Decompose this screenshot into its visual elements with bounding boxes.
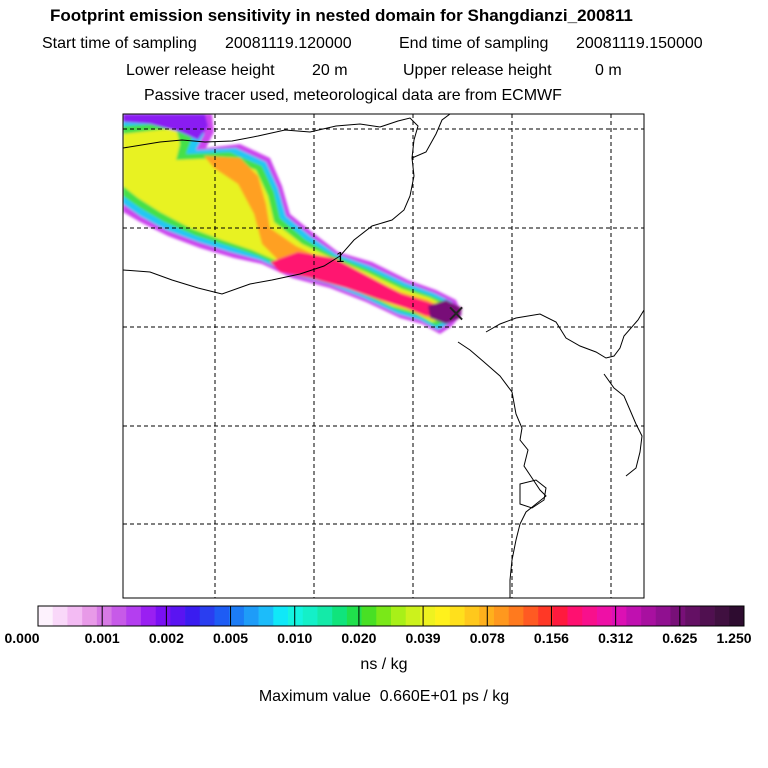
coastlines [123, 114, 644, 598]
colorbar-swatch [361, 606, 377, 626]
colorbar-swatch [449, 606, 465, 626]
data-source-note: Passive tracer used, meteorological data… [144, 87, 562, 104]
colorbar-tick-label: 0.010 [277, 630, 313, 646]
colorbar-swatch [391, 606, 407, 626]
colorbar-tick-label: 0.001 [84, 630, 120, 646]
colorbar-swatch [332, 606, 348, 626]
colorbar-swatch [670, 606, 686, 626]
colorbar-swatch [317, 606, 333, 626]
colorbar-swatch [111, 606, 127, 626]
colorbar-swatch [170, 606, 186, 626]
colorbar-swatch [479, 606, 495, 626]
colorbar-swatch [273, 606, 289, 626]
colorbar-swatch [199, 606, 215, 626]
colorbar-swatch [258, 606, 274, 626]
colorbar-tick-label: 0.020 [341, 630, 377, 646]
colorbar-swatch [140, 606, 156, 626]
colorbar-swatch [655, 606, 671, 626]
colorbar-swatch [508, 606, 524, 626]
upper-release-value: 0 m [595, 62, 622, 79]
colorbar-swatch [538, 606, 554, 626]
colorbar-swatch [582, 606, 598, 626]
upper-release-label: Upper release height [403, 62, 552, 79]
colorbar-swatch [52, 606, 68, 626]
end-time-label: End time of sampling [399, 35, 549, 52]
colorbar-swatch [155, 606, 171, 626]
colorbar-tick-label: 0.000 [4, 630, 40, 646]
colorbar-swatch [229, 606, 245, 626]
lower-release-label: Lower release height [126, 62, 275, 79]
colorbar-swatch [67, 606, 83, 626]
plume-purple-tip [123, 114, 208, 140]
colorbar-swatch [243, 606, 259, 626]
colorbar-swatch [567, 606, 583, 626]
colorbar-swatch [552, 606, 568, 626]
colorbar-swatch [714, 606, 730, 626]
colorbar-swatch [420, 606, 436, 626]
colorbar-swatch [699, 606, 715, 626]
colorbar [38, 606, 745, 626]
colorbar-swatch [288, 606, 304, 626]
colorbar-tick-label: 0.002 [148, 630, 184, 646]
maximum-value-number: 0.660E+01 ps / kg [379, 688, 510, 705]
peninsula-outline [603, 373, 643, 477]
bohai-coast [411, 114, 451, 159]
colorbar-swatch [626, 606, 642, 626]
plume-band-yellow [123, 128, 448, 322]
colorbar-swatch [185, 606, 201, 626]
colorbar-swatch [376, 606, 392, 626]
colorbar-swatch [523, 606, 539, 626]
start-time-value: 20081119.120000 [225, 35, 352, 52]
colorbar-swatch [346, 606, 362, 626]
map-border [122, 113, 645, 599]
korea-coast [485, 309, 644, 359]
lower-release-value: 20 m [312, 62, 348, 79]
colorbar-swatch [596, 606, 612, 626]
end-time-value: 20081119.150000 [576, 35, 703, 52]
colorbar-swatch [214, 606, 230, 626]
maximum-value: Maximum value 0.660E+01 ps / kg [0, 688, 768, 706]
colorbar-swatch [126, 606, 142, 626]
colorbar-tick-label: 0.312 [598, 630, 634, 646]
colorbar-units: ns / kg [360, 656, 408, 673]
graticule [123, 114, 644, 598]
colorbar-swatch [38, 606, 54, 626]
trajectory-marker-label: 1 [336, 249, 344, 266]
colorbar-swatch [611, 606, 627, 626]
start-time-label: Start time of sampling [42, 35, 197, 52]
colorbar-tick-label: 0.039 [405, 630, 441, 646]
colorbar-swatch [685, 606, 701, 626]
plot-title: Footprint emission sensitivity in nested… [50, 6, 633, 25]
colorbar-swatch [405, 606, 421, 626]
colorbar-tick-label: 0.625 [662, 630, 698, 646]
plume-core-red [270, 252, 442, 316]
colorbar-swatch [435, 606, 451, 626]
colorbar-swatch [82, 606, 98, 626]
colorbar-border [37, 605, 745, 627]
colorbar-tick-label: 0.005 [213, 630, 249, 646]
colorbar-swatch [493, 606, 509, 626]
colorbar-tick-label: 0.156 [533, 630, 569, 646]
island-outline [519, 479, 547, 509]
colorbar-tick-label: 0.078 [469, 630, 505, 646]
shandong-coast [457, 341, 547, 598]
release-point-marker: × [446, 299, 466, 327]
coastline-north [123, 117, 419, 257]
coastline-south [123, 255, 341, 295]
colorbar-swatch [96, 606, 112, 626]
maximum-value-label: Maximum value [258, 688, 371, 705]
plume-core-dark [428, 300, 462, 324]
colorbar-swatch [464, 606, 480, 626]
colorbar-swatch [641, 606, 657, 626]
colorbar-tick-label: 1.250 [716, 630, 752, 646]
colorbar-swatch [302, 606, 318, 626]
colorbar-swatch [729, 606, 745, 626]
plume-footprint [123, 114, 462, 334]
